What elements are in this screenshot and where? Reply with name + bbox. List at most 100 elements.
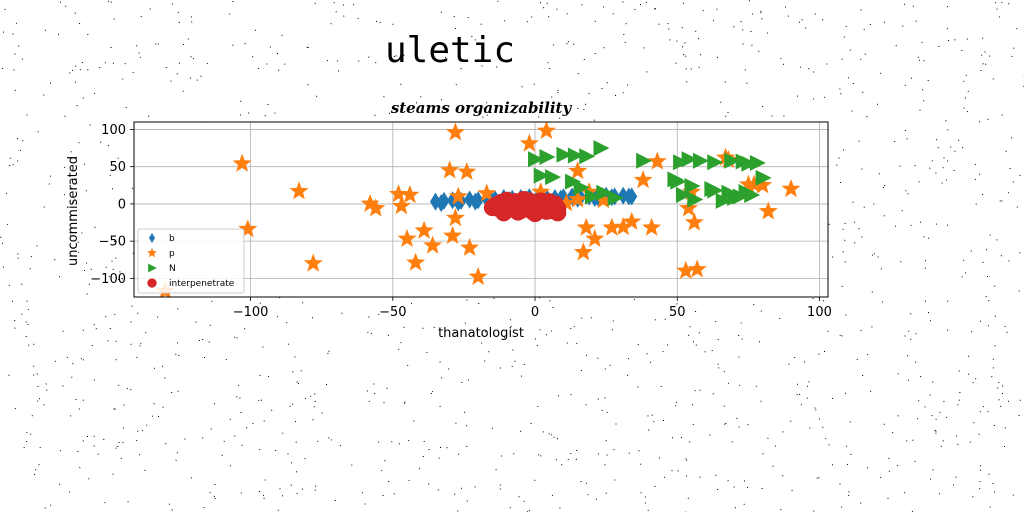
noise-dot	[130, 321, 132, 323]
noise-dot	[687, 497, 689, 499]
noise-dot	[466, 445, 468, 447]
noise-dot	[78, 142, 80, 144]
noise-dot	[905, 190, 907, 192]
noise-dot	[676, 303, 678, 305]
noise-dot	[440, 447, 441, 448]
noise-dot	[486, 114, 488, 116]
legend-marker-b	[148, 233, 156, 243]
noise-dot	[28, 344, 30, 346]
noise-dot	[175, 353, 177, 355]
noise-dot	[142, 429, 143, 431]
noise-dot	[364, 503, 366, 505]
noise-dot	[139, 454, 141, 456]
noise-dot	[645, 1, 647, 3]
noise-dot	[982, 261, 984, 263]
noise-dot	[958, 139, 960, 141]
noise-dot	[546, 2, 548, 4]
noise-dot	[883, 187, 884, 189]
noise-dot	[667, 23, 669, 25]
noise-dot	[998, 399, 1000, 401]
noise-dot	[137, 312, 139, 314]
noise-dot	[904, 335, 906, 337]
noise-dot	[790, 420, 792, 422]
noise-dot	[988, 473, 990, 475]
noise-dot	[723, 371, 725, 373]
noise-dot	[82, 440, 84, 442]
noise-dot	[985, 63, 987, 65]
noise-dot	[87, 436, 88, 437]
noise-dot	[14, 320, 16, 321]
noise-dot	[980, 469, 981, 471]
noise-dot	[118, 384, 120, 386]
noise-dot	[165, 443, 167, 445]
noise-dot	[457, 510, 459, 512]
noise-dot	[43, 206, 45, 208]
noise-dot	[787, 15, 789, 17]
noise-dot	[13, 69, 15, 71]
noise-dot	[504, 20, 506, 22]
noise-dot	[26, 114, 28, 116]
noise-dot	[804, 361, 806, 363]
noise-dot	[785, 6, 786, 8]
noise-dot	[66, 356, 68, 358]
noise-dot	[118, 442, 120, 443]
noise-dot	[88, 283, 90, 285]
noise-dot	[561, 464, 563, 466]
noise-dot	[111, 260, 113, 262]
noise-dot	[124, 63, 126, 65]
noise-dot	[403, 326, 405, 328]
noise-dot	[296, 471, 298, 473]
noise-dot	[717, 489, 719, 490]
noise-dot	[912, 5, 914, 7]
noise-dot	[715, 321, 717, 323]
noise-dot	[113, 408, 115, 410]
x-tick-label: 50	[669, 305, 686, 320]
noise-dot	[654, 486, 656, 487]
noise-dot	[858, 228, 860, 230]
noise-dot	[711, 350, 713, 351]
noise-dot	[330, 23, 332, 25]
point-p	[573, 242, 593, 261]
noise-dot	[797, 95, 798, 97]
point-N	[556, 146, 573, 163]
noise-dot	[94, 226, 96, 228]
noise-dot	[594, 53, 596, 54]
noise-dot	[801, 19, 803, 21]
noise-dot	[963, 259, 965, 261]
noise-dot	[575, 458, 577, 460]
noise-dot	[580, 481, 582, 482]
point-N	[684, 178, 701, 195]
noise-dot	[144, 469, 146, 471]
noise-dot	[945, 179, 947, 181]
noise-dot	[791, 490, 793, 492]
point-p	[457, 161, 477, 180]
noise-dot	[264, 115, 266, 117]
noise-dot	[335, 11, 337, 13]
noise-dot	[157, 316, 159, 318]
noise-dot	[942, 440, 944, 442]
noise-dot	[252, 56, 254, 58]
noise-dot	[839, 182, 841, 183]
point-p	[585, 228, 605, 247]
noise-dot	[229, 465, 231, 467]
point-N	[675, 186, 692, 203]
noise-dot	[353, 4, 355, 6]
noise-dot	[178, 21, 180, 23]
noise-dot	[300, 370, 302, 372]
noise-dot	[294, 356, 296, 358]
noise-dot	[37, 131, 39, 133]
noise-dot	[221, 454, 223, 456]
noise-dot	[901, 210, 903, 212]
noise-dot	[244, 328, 246, 330]
noise-dot	[131, 305, 133, 307]
noise-dot	[398, 348, 400, 350]
noise-dot	[72, 201, 73, 203]
noise-dot	[543, 7, 545, 9]
noise-dot	[675, 62, 677, 64]
noise-dot	[33, 365, 35, 367]
noise-dot	[605, 492, 607, 494]
noise-dot	[903, 3, 905, 5]
noise-dot	[333, 2, 335, 4]
noise-dot	[76, 105, 78, 107]
noise-dot	[330, 439, 332, 441]
